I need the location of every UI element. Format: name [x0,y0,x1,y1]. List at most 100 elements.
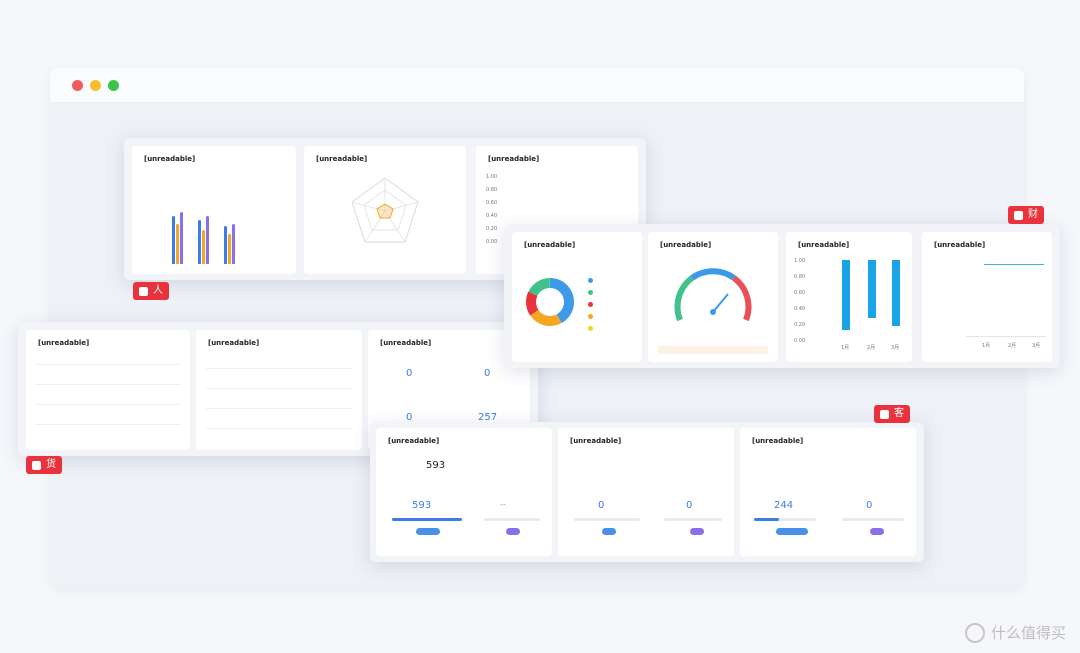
chart-bar [842,260,850,330]
net-profit-card: [unreadable] 1.00 0.80 0.60 0.40 0.20 0.… [786,232,912,362]
legend-dot [588,314,593,319]
close-window-button[interactable] [72,80,83,91]
y-tick-label: 1.00 [486,174,498,180]
donut-legend [588,278,593,331]
goods-sales-card: [unreadable] [26,330,190,450]
money-bag-icon [1014,210,1023,220]
box-icon [32,460,41,470]
progress-bar [842,518,904,521]
finance-tag: 财 [1008,206,1044,224]
legend-dot [588,302,593,307]
table-divider [206,368,352,369]
y-tick-label: 0.60 [486,200,498,206]
finance-dashboard-panel: [unreadable] [unreadable] [unreadable] [504,224,1060,368]
card-title: [unreadable] [524,241,576,249]
x-tick-label: 2月 [867,345,876,351]
table-divider [36,404,180,405]
badge [602,528,616,535]
digital-talent-card: [unreadable] [304,146,466,274]
y-tick-label: 0.00 [486,239,498,245]
maximize-window-button[interactable] [108,80,119,91]
watermark-text: 什么值得买 [990,624,1066,642]
potential-customer-card: [unreadable] 244 0 [740,428,916,556]
chart-bar [206,216,209,264]
badge [870,528,884,535]
stat-value: 593 [412,500,432,511]
chart-bar [892,260,900,326]
card-title: [unreadable] [752,437,804,445]
stat-value: 0 [866,500,873,511]
customers-dashboard-panel: [unreadable] 593 593 -- [unreadable] 0 0… [370,422,924,562]
chart-bar [172,216,175,264]
x-tick-label: 3月 [891,345,900,351]
chart-bar [180,212,183,264]
card-title: [unreadable] [934,241,986,249]
table-divider [206,388,352,389]
chart-bar [228,234,231,264]
chart-bar [176,224,179,264]
card-title: [unreadable] [660,241,712,249]
y-tick-label: 0.80 [794,274,806,280]
y-tick-label: 0.60 [794,290,806,296]
x-tick-label: 3月 [1032,343,1041,349]
badge [506,528,520,535]
total-value: 593 [426,460,446,471]
card-title: [unreadable] [488,155,540,163]
x-axis [966,336,1046,337]
card-title: [unreadable] [208,339,260,347]
person-icon [139,286,148,296]
legend-dot [588,278,593,283]
customer-analysis-card: [unreadable] 593 593 -- [376,428,552,556]
y-tick-label: 0.00 [794,338,806,344]
y-tick-label: 0.20 [486,226,498,232]
progress-bar [484,518,540,521]
goods-inventory-card: [unreadable] [196,330,362,450]
badge [416,528,440,535]
stat-value: 257 [478,412,498,423]
progress-bar [392,518,462,521]
cost-ratio-card: [unreadable] 1月 2月 3月 [922,232,1052,362]
fund-overview-card: [unreadable] [512,232,642,362]
y-tick-label: 0.40 [794,306,806,312]
x-tick-label: 2月 [1008,343,1017,349]
card-title: [unreadable] [570,437,622,445]
people-structure-card: [unreadable] [132,146,296,274]
table-divider [36,384,180,385]
table-divider [206,428,352,429]
customers-tag: 客 [874,405,910,423]
chart-bar [868,260,876,318]
tag-label: 人 [153,285,163,296]
chart-bar [198,220,201,264]
stat-value: 244 [774,500,794,511]
card-title: [unreadable] [798,241,850,249]
progress-bar [754,518,816,521]
watermark: 什么值得买 [964,622,1066,643]
stat-value: 0 [406,368,413,379]
people-tag: 人 [133,282,169,300]
stat-value: 0 [406,412,413,423]
gauge-chart [674,268,752,322]
table-divider [36,424,180,425]
stat-value: 0 [484,368,491,379]
y-tick-label: 0.80 [486,187,498,193]
lost-customer-card: [unreadable] 0 0 [558,428,734,556]
chart-bar [224,226,227,264]
card-title: [unreadable] [144,155,196,163]
goods-tag: 货 [26,456,62,474]
radar-chart [351,177,419,243]
bar-chart [160,184,272,264]
tag-label: 财 [1028,209,1038,220]
chart-bar [232,224,235,264]
progress-bar [574,518,640,521]
trend-line [984,264,1044,265]
stat-value: 0 [598,500,605,511]
card-title: [unreadable] [316,155,368,163]
table-divider [206,408,352,409]
window-titlebar [50,68,1024,103]
legend-dot [588,290,593,295]
chart-bar [202,230,205,264]
minimize-window-button[interactable] [90,80,101,91]
y-tick-label: 0.40 [486,213,498,219]
badge [690,528,704,535]
smzdm-logo-icon [964,622,985,643]
